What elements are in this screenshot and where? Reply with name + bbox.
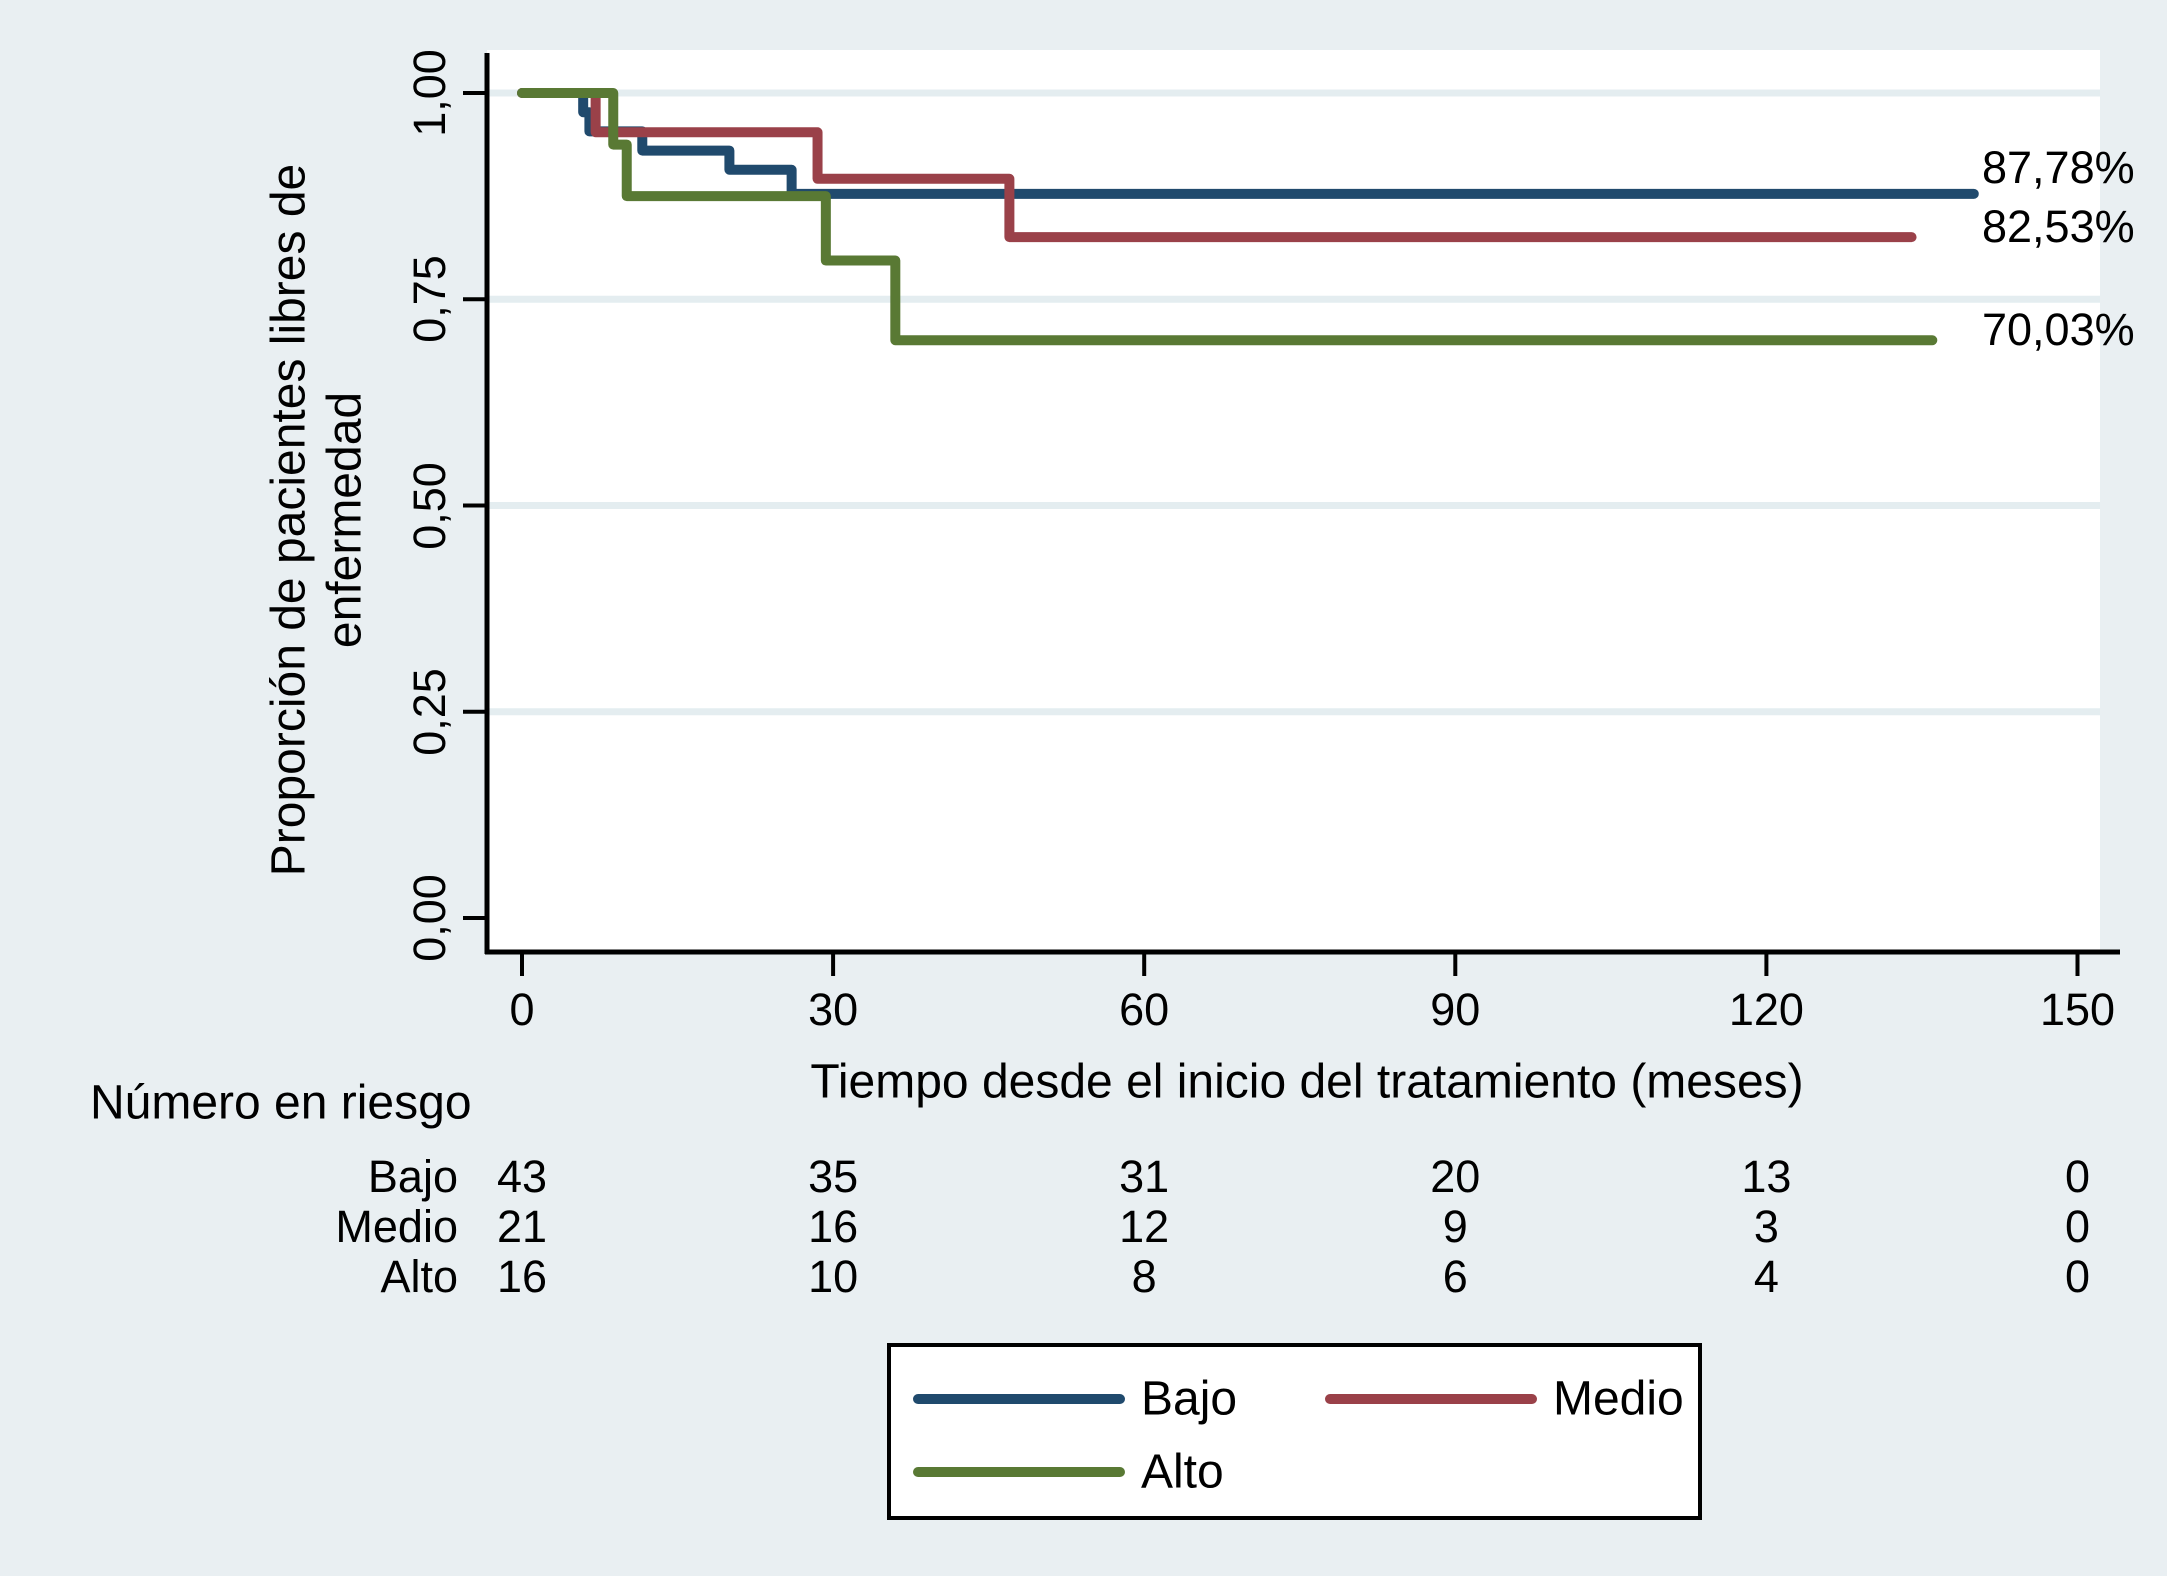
x-tick-label: 0 — [509, 984, 535, 1035]
risk-row-label-alto: Alto — [380, 1251, 458, 1302]
risk-value: 8 — [1131, 1251, 1157, 1302]
risk-value: 31 — [1119, 1151, 1170, 1202]
risk-value: 35 — [808, 1151, 859, 1202]
risk-table-title: Número en riesgo — [90, 1076, 472, 1130]
x-tick-label: 150 — [2039, 984, 2116, 1035]
legend-line-alto — [913, 1467, 1125, 1477]
curve-medio — [517, 88, 1917, 243]
risk-value: 4 — [1753, 1251, 1779, 1302]
risk-value: 43 — [496, 1151, 548, 1202]
risk-value: 10 — [808, 1251, 859, 1302]
end-label-alto: 70,03% — [1982, 304, 2135, 356]
legend-line-medio — [1325, 1394, 1537, 1404]
risk-value: 16 — [496, 1251, 548, 1302]
plot-area — [487, 50, 2100, 952]
y-tick-label: 0,25 — [404, 667, 455, 756]
legend-label-bajo: Bajo — [1141, 1372, 1238, 1426]
legend: Bajo Medio Alto — [887, 1343, 1702, 1520]
risk-value: 21 — [496, 1201, 548, 1252]
risk-value: 0 — [2064, 1201, 2091, 1252]
legend-label-medio: Medio — [1553, 1372, 1684, 1426]
y-tick-label: 0,50 — [404, 461, 455, 550]
risk-row-label-bajo: Bajo — [367, 1151, 458, 1202]
risk-value: 16 — [808, 1201, 859, 1252]
x-axis-title: Tiempo desde el inicio del tratamiento (… — [810, 1055, 1804, 1109]
y-tick-label: 1,00 — [404, 49, 455, 137]
risk-value: 12 — [1119, 1201, 1170, 1252]
risk-value: 13 — [1741, 1151, 1792, 1202]
risk-row-label-medio: Medio — [335, 1201, 458, 1252]
x-tick-label: 120 — [1728, 984, 1804, 1035]
curve-alto — [517, 88, 1938, 346]
y-axis-title-line1: Proporción de pacientes libres de — [262, 163, 316, 877]
y-axis-title-line2: enfermedad — [318, 391, 372, 649]
risk-value: 20 — [1430, 1151, 1481, 1202]
x-tick-label: 90 — [1430, 984, 1481, 1035]
y-tick-label: 0,00 — [404, 874, 455, 962]
risk-value: 9 — [1442, 1201, 1468, 1252]
end-label-bajo: 87,78% — [1982, 141, 2135, 193]
legend-label-alto: Alto — [1141, 1445, 1224, 1499]
end-label-medio: 82,53% — [1982, 201, 2135, 253]
y-tick-label: 0,75 — [404, 255, 455, 344]
x-tick-label: 30 — [808, 984, 859, 1035]
legend-line-bajo — [913, 1394, 1125, 1404]
risk-value: 0 — [2064, 1151, 2091, 1202]
risk-value: 0 — [2064, 1251, 2091, 1302]
curve-bajo — [517, 88, 1979, 199]
risk-value: 3 — [1753, 1201, 1779, 1252]
risk-value: 6 — [1442, 1251, 1468, 1302]
x-tick-label: 60 — [1119, 984, 1170, 1035]
